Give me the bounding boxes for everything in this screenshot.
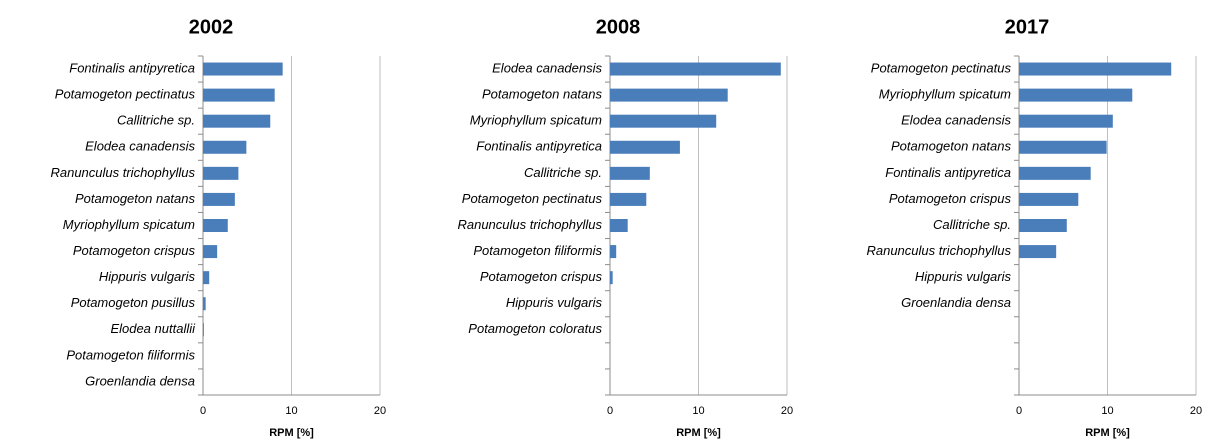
bar — [1019, 219, 1067, 232]
x-tick-label: 20 — [781, 405, 793, 417]
category-label: Elodea canadensis — [85, 139, 195, 154]
bar — [203, 271, 210, 285]
x-tick-label: 10 — [692, 405, 704, 417]
x-axis-label: RPM [%] — [676, 427, 721, 439]
bar — [1019, 192, 1079, 206]
x-tick-label: 20 — [1190, 405, 1202, 417]
chart-title: 2002 — [189, 16, 234, 38]
category-label: Fontinalis antipyretica — [69, 60, 195, 75]
category-label: Potamogeton natans — [482, 87, 602, 102]
category-label: Ranunculus trichophyllus — [866, 243, 1011, 258]
bar — [610, 140, 680, 154]
x-tick-label: 0 — [607, 405, 613, 417]
bar — [203, 219, 228, 232]
bar — [610, 271, 613, 285]
bar — [610, 88, 728, 102]
category-label: Potamogeton pectinatus — [55, 87, 196, 102]
bar — [203, 114, 271, 128]
category-label: Elodea canadensis — [901, 113, 1011, 128]
bar — [203, 192, 235, 206]
bar — [610, 245, 617, 259]
category-label: Potamogeton crispus — [480, 269, 603, 284]
bar — [1019, 245, 1057, 259]
bar — [1019, 88, 1133, 102]
category-label: Potamogeton pectinatus — [871, 60, 1012, 75]
x-axis-label: RPM [%] — [1085, 427, 1130, 439]
x-axis-label: RPM [%] — [269, 427, 314, 439]
category-label: Potamogeton crispus — [73, 243, 196, 258]
category-label: Fontinalis antipyretica — [476, 139, 602, 154]
category-label: Potamogeton filiformis — [66, 347, 195, 362]
bar — [203, 297, 206, 311]
bar — [203, 62, 283, 76]
bar — [203, 245, 218, 259]
category-label: Potamogeton pusillus — [71, 295, 196, 310]
category-label: Hippuris vulgaris — [915, 269, 1012, 284]
bar — [610, 114, 717, 128]
bar — [610, 219, 628, 232]
category-label: Potamogeton natans — [75, 191, 195, 206]
bar — [610, 62, 781, 76]
category-label: Myriophyllum spicatum — [63, 217, 195, 232]
category-label: Groenlandia densa — [901, 295, 1011, 310]
category-label: Potamogeton filiformis — [473, 243, 602, 258]
category-label: Potamogeton pectinatus — [462, 191, 603, 206]
bar — [203, 166, 239, 180]
category-label: Ranunculus trichophyllus — [457, 217, 602, 232]
category-label: Potamogeton coloratus — [468, 321, 602, 336]
bar — [1019, 166, 1091, 180]
category-label: Potamogeton natans — [891, 139, 1011, 154]
category-label: Callitriche sp. — [117, 113, 195, 128]
category-label: Potamogeton crispus — [889, 191, 1012, 206]
bar — [610, 166, 650, 180]
bar — [203, 88, 275, 102]
category-label: Ranunculus trichophyllus — [50, 165, 195, 180]
chart-title: 2017 — [1005, 16, 1050, 38]
bar — [203, 323, 204, 337]
category-label: Hippuris vulgaris — [506, 295, 603, 310]
x-tick-label: 10 — [1101, 405, 1113, 417]
bar — [1019, 62, 1172, 76]
category-label: Elodea nuttallii — [110, 321, 196, 336]
category-label: Elodea canadensis — [492, 60, 602, 75]
category-label: Fontinalis antipyretica — [885, 165, 1011, 180]
bar — [1019, 114, 1113, 128]
x-tick-label: 0 — [200, 405, 206, 417]
x-tick-label: 0 — [1016, 405, 1022, 417]
category-label: Groenlandia densa — [85, 373, 195, 388]
bar — [610, 192, 647, 206]
x-tick-label: 10 — [285, 405, 297, 417]
bar — [203, 140, 247, 154]
category-label: Callitriche sp. — [524, 165, 602, 180]
chart-title: 2008 — [596, 16, 641, 38]
x-tick-label: 20 — [374, 405, 386, 417]
bar — [1019, 140, 1107, 154]
category-label: Hippuris vulgaris — [99, 269, 196, 284]
category-label: Myriophyllum spicatum — [879, 87, 1011, 102]
category-label: Myriophyllum spicatum — [470, 113, 602, 128]
category-label: Callitriche sp. — [933, 217, 1011, 232]
